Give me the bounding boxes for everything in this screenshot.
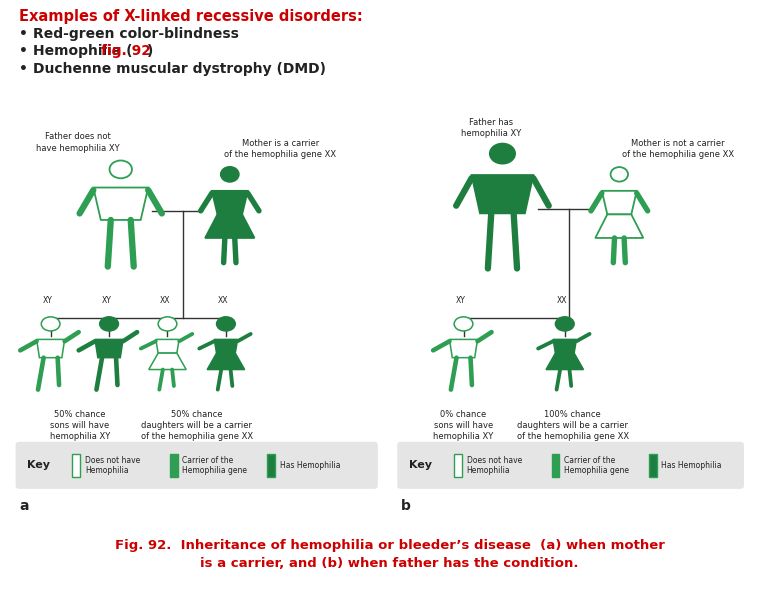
Text: Duchenne muscular dystrophy (DMD): Duchenne muscular dystrophy (DMD) xyxy=(33,62,326,76)
Text: Examples of X-linked recessive disorders:: Examples of X-linked recessive disorders… xyxy=(19,9,363,24)
Text: XX: XX xyxy=(160,296,170,305)
Polygon shape xyxy=(205,214,255,238)
Text: Has Hemophilia: Has Hemophilia xyxy=(661,461,722,470)
Ellipse shape xyxy=(217,317,235,331)
Ellipse shape xyxy=(110,160,132,178)
Polygon shape xyxy=(546,353,583,369)
FancyBboxPatch shape xyxy=(16,442,378,489)
Text: a: a xyxy=(19,499,29,513)
Text: Hemophilia (: Hemophilia ( xyxy=(33,44,132,58)
Text: Mother is a carrier
of the hemophilia gene XX: Mother is a carrier of the hemophilia ge… xyxy=(224,139,337,159)
Text: fig. 92: fig. 92 xyxy=(101,44,151,58)
Text: Father does not
have hemophilia XY: Father does not have hemophilia XY xyxy=(36,133,120,153)
Text: Red-green color-blindness: Red-green color-blindness xyxy=(33,27,238,41)
Polygon shape xyxy=(149,353,186,369)
Polygon shape xyxy=(212,191,248,214)
Polygon shape xyxy=(471,175,534,213)
Text: XY: XY xyxy=(101,296,111,305)
Ellipse shape xyxy=(490,144,515,164)
FancyBboxPatch shape xyxy=(454,454,462,477)
Text: 0% chance
sons will have
hemophilia XY: 0% chance sons will have hemophilia XY xyxy=(433,410,494,441)
Text: Has Hemophilia: Has Hemophilia xyxy=(280,461,340,470)
FancyBboxPatch shape xyxy=(170,454,178,477)
Polygon shape xyxy=(595,214,643,238)
Text: ): ) xyxy=(146,44,153,58)
Text: •: • xyxy=(19,27,28,41)
Polygon shape xyxy=(95,339,123,358)
Text: 100% chance
daughters will be a carrier
of the hemophilia gene XX: 100% chance daughters will be a carrier … xyxy=(516,410,629,441)
Polygon shape xyxy=(37,339,65,358)
Polygon shape xyxy=(207,353,245,369)
Ellipse shape xyxy=(555,317,574,331)
Text: Does not have
Hemophilia: Does not have Hemophilia xyxy=(467,456,522,475)
Text: Father has
hemophilia XY: Father has hemophilia XY xyxy=(460,118,521,138)
Text: Carrier of the
Hemophilia gene: Carrier of the Hemophilia gene xyxy=(564,456,629,475)
FancyBboxPatch shape xyxy=(397,442,744,489)
Text: Does not have
Hemophilia: Does not have Hemophilia xyxy=(85,456,140,475)
FancyBboxPatch shape xyxy=(552,454,559,477)
Ellipse shape xyxy=(41,317,60,331)
Text: Mother is not a carrier
of the hemophilia gene XX: Mother is not a carrier of the hemophili… xyxy=(622,139,734,159)
Text: •: • xyxy=(19,62,28,76)
Ellipse shape xyxy=(454,317,473,331)
Ellipse shape xyxy=(100,317,118,331)
Text: Fig. 92.  Inheritance of hemophilia or bleeder’s disease  (a) when mother: Fig. 92. Inheritance of hemophilia or bl… xyxy=(115,539,664,552)
Text: Key: Key xyxy=(409,461,432,470)
Polygon shape xyxy=(156,339,179,353)
FancyBboxPatch shape xyxy=(72,454,80,477)
Text: Key: Key xyxy=(27,461,51,470)
Ellipse shape xyxy=(611,167,628,181)
Polygon shape xyxy=(553,339,576,353)
Text: 50% chance
sons will have
hemophilia XY: 50% chance sons will have hemophilia XY xyxy=(50,410,110,441)
FancyBboxPatch shape xyxy=(649,454,657,477)
Polygon shape xyxy=(602,191,636,214)
Ellipse shape xyxy=(158,317,177,331)
FancyBboxPatch shape xyxy=(267,454,275,477)
Polygon shape xyxy=(214,339,238,353)
Text: is a carrier, and (b) when father has the condition.: is a carrier, and (b) when father has th… xyxy=(200,557,579,570)
Text: XY: XY xyxy=(43,296,53,305)
Text: •: • xyxy=(19,44,28,58)
Text: XY: XY xyxy=(456,296,466,305)
Text: 50% chance
daughters will be a carrier
of the hemophilia gene XX: 50% chance daughters will be a carrier o… xyxy=(141,410,252,441)
Text: Carrier of the
Hemophilia gene: Carrier of the Hemophilia gene xyxy=(182,456,247,475)
Text: XX: XX xyxy=(218,296,228,305)
Polygon shape xyxy=(93,187,148,220)
Text: b: b xyxy=(401,499,411,513)
Polygon shape xyxy=(449,339,478,358)
Ellipse shape xyxy=(220,167,239,182)
Text: XX: XX xyxy=(557,296,567,305)
